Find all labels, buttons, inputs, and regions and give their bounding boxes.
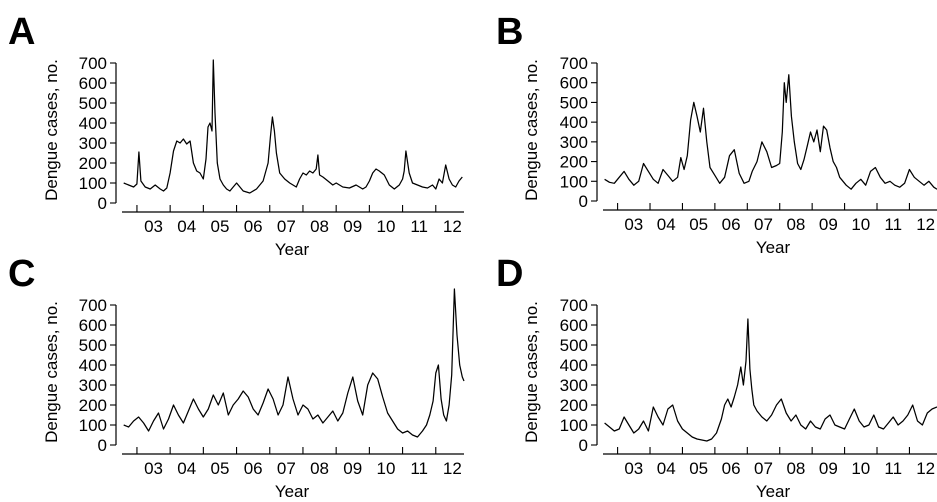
panel-b-y-tick-label: 400 <box>560 113 588 132</box>
panel-d-y-tick-label: 300 <box>560 376 588 395</box>
panel-a-x-tick-label: 12 <box>443 217 462 236</box>
panel-d: D Dengue cases, no. Year 010020030040050… <box>496 253 937 501</box>
panel-d-x-tick-label: 04 <box>657 459 676 478</box>
panel-a-y-tick-label: 100 <box>79 174 107 193</box>
panel-a-x-axis-title: Year <box>275 240 310 259</box>
panel-b-y-tick-label: 100 <box>560 172 588 191</box>
panel-c-x-axis-title: Year <box>275 482 310 501</box>
panel-b-y-tick-label: 600 <box>560 74 588 93</box>
panel-a-x-tick-label: 06 <box>244 217 263 236</box>
panel-d-x-tick-label: 06 <box>722 459 741 478</box>
panel-b-x-tick-label: 07 <box>754 215 773 234</box>
panel-c-y-tick-label: 600 <box>79 316 107 335</box>
panel-c-y-tick-label: 400 <box>79 356 107 375</box>
panel-d-y-axis-title: Dengue cases, no. <box>522 301 541 443</box>
panel-a-x-tick-label: 04 <box>177 217 196 236</box>
panel-c-y-tick-label: 200 <box>79 396 107 415</box>
panel-c-y-tick-label: 300 <box>79 376 107 395</box>
panel-d-y-tick-label: 0 <box>579 436 588 455</box>
panel-b-series-line <box>604 74 937 190</box>
panel-d-x-tick-label: 12 <box>916 459 935 478</box>
panel-b-y-tick-label: 200 <box>560 153 588 172</box>
panel-c-x-tick-label: 07 <box>277 459 296 478</box>
panel-c-x-tick-label: 05 <box>210 459 229 478</box>
panel-a-y-tick-label: 600 <box>79 74 107 93</box>
panel-c-x-tick-label: 03 <box>144 459 163 478</box>
panel-c-y-tick-label: 500 <box>79 336 107 355</box>
panel-d-y-tick-label: 700 <box>560 296 588 315</box>
panel-b-y-tick-label: 0 <box>579 192 588 211</box>
panel-a-y-tick-label: 400 <box>79 114 107 133</box>
panel-c-letter: C <box>8 253 35 295</box>
panel-c-y-axis-title: Dengue cases, no. <box>42 301 61 443</box>
panel-b-x-axis-title: Year <box>756 238 791 257</box>
panel-b: B Dengue cases, no. Year 010020030040050… <box>496 11 937 257</box>
panel-d-series-line <box>604 318 937 442</box>
panel-a-x-tick-label: 08 <box>310 217 329 236</box>
panel-c-y-tick-label: 0 <box>98 436 107 455</box>
panel-d-x-tick-label: 11 <box>884 459 902 478</box>
panel-b-x-tick-label: 03 <box>624 215 643 234</box>
panel-b-x-tick-label: 12 <box>916 215 935 234</box>
panel-d-y-tick-label: 500 <box>560 336 588 355</box>
panel-a-x-tick-label: 07 <box>277 217 296 236</box>
panel-c-x-tick-label: 10 <box>377 459 396 478</box>
panel-d-y-tick-label: 600 <box>560 316 588 335</box>
panel-d-letter: D <box>496 253 523 295</box>
panel-a-y-tick-label: 500 <box>79 94 107 113</box>
panel-d-x-tick-label: 08 <box>786 459 805 478</box>
panel-b-letter: B <box>496 11 523 53</box>
panel-a-x-tick-label: 09 <box>343 217 362 236</box>
panel-b-x-tick-label: 09 <box>819 215 838 234</box>
panel-d-x-tick-label: 05 <box>689 459 708 478</box>
panel-a-x-tick-label: 03 <box>144 217 163 236</box>
panel-a-y-tick-label: 0 <box>98 194 107 213</box>
panel-c-y-tick-label: 700 <box>79 296 107 315</box>
panel-b-y-tick-label: 300 <box>560 133 588 152</box>
panel-d-y-tick-label: 100 <box>560 416 588 435</box>
panel-c: C Dengue cases, no. Year 010020030040050… <box>8 253 465 501</box>
panel-c-series-line <box>123 288 465 438</box>
panel-c-x-tick-label: 09 <box>343 459 362 478</box>
panel-b-x-tick-label: 08 <box>786 215 805 234</box>
panel-b-x-tick-label: 10 <box>851 215 870 234</box>
panel-a-y-tick-label: 300 <box>79 134 107 153</box>
panel-a-x-tick-label: 11 <box>410 217 428 236</box>
panel-c-x-tick-label: 08 <box>310 459 329 478</box>
panel-b-x-tick-label: 04 <box>657 215 676 234</box>
panel-b-x-tick-label: 11 <box>884 215 902 234</box>
panel-a: A Dengue cases, no. Year 010020030040050… <box>8 11 464 259</box>
panel-c-x-tick-label: 11 <box>410 459 428 478</box>
panel-a-x-tick-label: 05 <box>210 217 229 236</box>
panel-c-y-tick-label: 100 <box>79 416 107 435</box>
panel-b-y-tick-label: 700 <box>560 54 588 73</box>
panel-b-y-axis-title: Dengue cases, no. <box>522 59 541 201</box>
panel-a-series-line <box>123 59 463 194</box>
panel-d-y-tick-label: 400 <box>560 356 588 375</box>
panel-c-x-tick-label: 06 <box>244 459 263 478</box>
panel-b-x-tick-label: 05 <box>689 215 708 234</box>
panel-b-y-tick-label: 500 <box>560 93 588 112</box>
panel-d-y-tick-label: 200 <box>560 396 588 415</box>
panel-d-x-tick-label: 09 <box>819 459 838 478</box>
panel-a-letter: A <box>8 11 35 53</box>
panel-c-x-tick-label: 04 <box>177 459 196 478</box>
panel-c-x-tick-label: 12 <box>443 459 462 478</box>
panel-a-x-tick-label: 10 <box>377 217 396 236</box>
panel-d-x-tick-label: 10 <box>851 459 870 478</box>
panel-d-x-axis-title: Year <box>756 482 791 501</box>
panel-b-x-tick-label: 06 <box>722 215 741 234</box>
panel-d-x-tick-label: 03 <box>624 459 643 478</box>
panel-d-x-tick-label: 07 <box>754 459 773 478</box>
panel-a-y-axis-title: Dengue cases, no. <box>42 59 61 201</box>
panel-a-y-tick-label: 700 <box>79 54 107 73</box>
panel-a-y-tick-label: 200 <box>79 154 107 173</box>
